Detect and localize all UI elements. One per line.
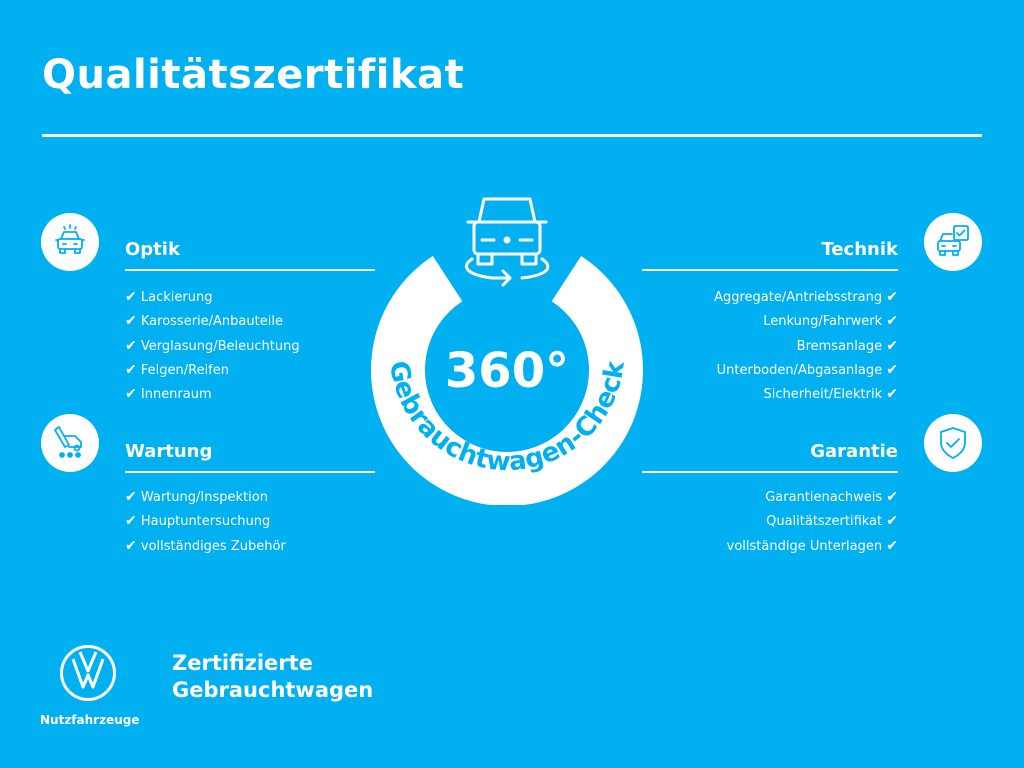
check-icon: ✔ [125,313,137,330]
section-title-technik: Technik [821,239,898,260]
ring-arc [371,255,643,505]
check-icon: ✔ [125,513,137,530]
section-divider-wartung [125,471,375,473]
section-title-garantie: Garantie [810,441,898,462]
list-item: ✔ Verglasung/Beleuchtung [125,337,300,354]
page-title: Qualitätszertifikat [42,52,465,98]
list-wartung: ✔ Wartung/Inspektion ✔ Hauptuntersuchung… [125,485,385,558]
section-divider-optik [125,269,375,271]
shield-check-icon [924,414,982,472]
vw-logo [60,645,116,701]
check-icon: ✔ [125,289,137,305]
check-icon: ✔ [886,386,898,403]
service-wrench-car-icon [41,414,99,472]
brand-line-2: Gebrauchtwagen [172,678,374,702]
degrees-label: 360° [445,343,569,399]
list-technik: Aggregate/Antriebsstrang ✔ Lenkung/Fahrw… [638,285,898,406]
title-divider [42,134,982,137]
list-garantie: Garantienachweis ✔ Qualitätszertifikat ✔… [638,485,898,558]
list-item: Sicherheit/Elektrik ✔ [763,386,899,403]
check-icon: ✔ [125,537,137,554]
check-icon: ✔ [886,489,898,505]
section-title-optik: Optik [125,239,180,260]
list-item: Qualitätszertifikat ✔ [766,513,898,530]
list-item: ✔ Innenraum [125,386,212,403]
check-icon: ✔ [886,313,898,330]
list-item: ✔ Wartung/Inspektion [125,489,268,505]
check-icon: ✔ [125,361,137,378]
list-item: Lenkung/Fahrwerk ✔ [763,313,898,330]
check-icon: ✔ [125,489,137,505]
check-icon: ✔ [125,337,137,354]
list-item: Aggregate/Antriebsstrang ✔ [714,289,898,305]
check-icon: ✔ [886,337,898,354]
list-optik: ✔ Lackierung ✔ Karosserie/Anbauteile ✔ V… [125,285,385,406]
check-icon: ✔ [886,513,898,530]
list-item: ✔ vollständiges Zubehör [125,537,286,554]
section-divider-garantie [642,471,898,473]
check-icon: ✔ [886,537,898,554]
list-item: ✔ Hauptuntersuchung [125,513,271,530]
list-item: Unterboden/Abgasanlage ✔ [716,361,898,378]
list-item: Garantienachweis ✔ [765,489,898,505]
brand-line-1: Zertifizierte [172,651,313,675]
section-divider-technik [642,269,898,271]
check-icon: ✔ [886,289,898,305]
check-icon: ✔ [886,361,898,378]
list-item: Bremsanlage ✔ [796,337,898,354]
car-checklist-icon [924,213,982,271]
logo-caption: Nutzfahrzeuge [40,713,140,727]
section-title-wartung: Wartung [125,441,213,462]
center-360-badge: Gebrauchtwagen-Check 360° [371,197,643,505]
list-item: ✔ Felgen/Reifen [125,361,229,378]
car-360-rotate-icon [465,197,550,287]
list-item: ✔ Lackierung [125,289,213,305]
list-item: ✔ Karosserie/Anbauteile [125,313,283,330]
car-lights-icon [41,213,99,271]
list-item: vollständige Unterlagen ✔ [726,537,898,554]
certified-used-cars-label: Zertifizierte Gebrauchtwagen [172,650,373,704]
check-icon: ✔ [125,386,137,403]
